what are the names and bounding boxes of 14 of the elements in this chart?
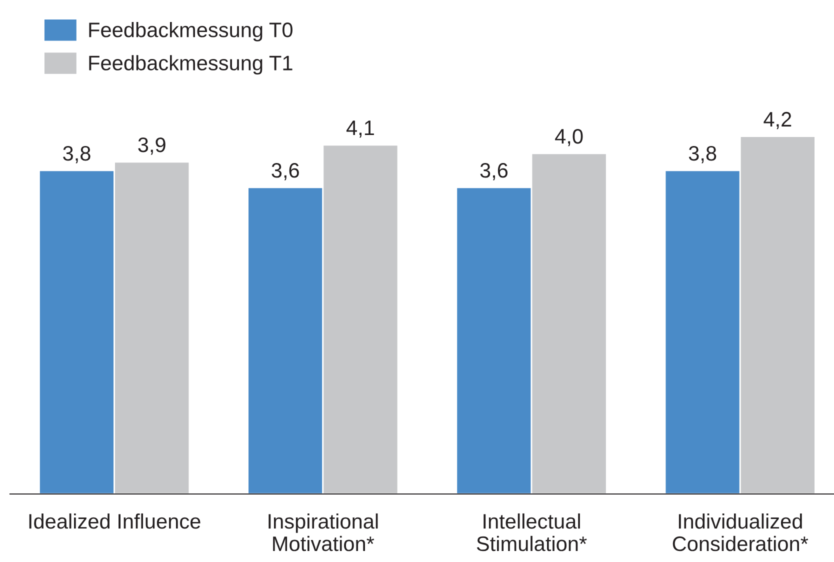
data-label: 3,6	[272, 163, 299, 180]
legend-label: Feedbackmessung T0	[89, 22, 292, 42]
data-label: 3,6	[480, 163, 508, 180]
x-tick-label: Inspirational Motivation*	[268, 513, 378, 552]
legend-label: Feedbackmessung T1	[89, 55, 292, 75]
data-label: 4,0	[555, 128, 583, 146]
data-label: 3,9	[138, 137, 166, 155]
data-label: 4,1	[346, 120, 374, 138]
x-tick-label: Intellectual Stimulation*	[476, 513, 587, 552]
data-label: 3,8	[63, 146, 90, 164]
x-tick-label: Idealized Influence	[29, 513, 200, 529]
x-tick-label: Individualized Consideration*	[672, 513, 808, 552]
data-label: 4,2	[764, 112, 792, 130]
data-label: 3,8	[688, 146, 716, 164]
